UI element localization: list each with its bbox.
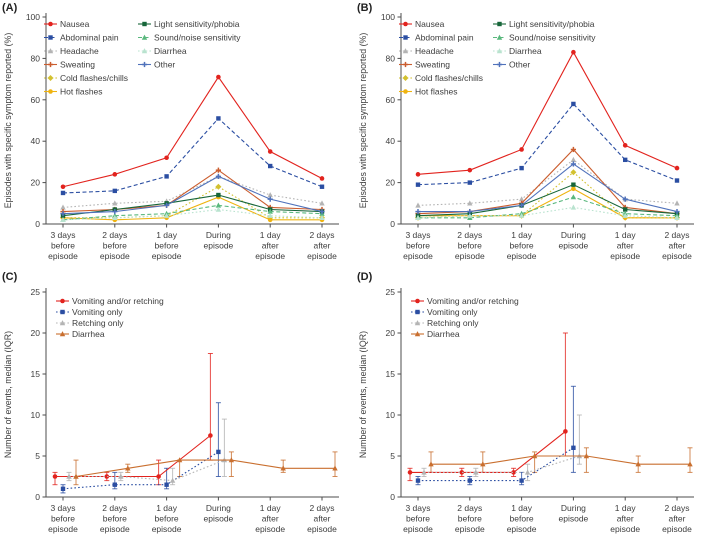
svg-text:Cold flashes/chills: Cold flashes/chills	[415, 73, 483, 83]
svg-text:Episodes with specific symptom: Episodes with specific symptom reported …	[358, 33, 368, 209]
panel-b: (B) 0 20 40 60 80 100 3 days before episode 2 day…	[355, 0, 709, 269]
svg-text:Abdominal pain: Abdominal pain	[415, 33, 474, 43]
panel-c-chart: 0 5 10 15 20 25 3 days before episode 2 days befor…	[3, 287, 339, 534]
svg-text:5: 5	[35, 451, 40, 461]
svg-text:0: 0	[390, 492, 395, 502]
svg-text:25: 25	[31, 287, 41, 297]
panel-c: (C) 0 5 10 15 20 25 3 days before episode 2 days b…	[0, 269, 355, 538]
svg-text:10: 10	[31, 410, 41, 420]
svg-text:Headache: Headache	[415, 46, 454, 56]
svg-text:60: 60	[31, 95, 41, 105]
svg-text:Retching only: Retching only	[427, 318, 479, 328]
svg-text:20: 20	[386, 328, 396, 338]
svg-text:Sweating: Sweating	[60, 60, 95, 70]
svg-text:Other: Other	[154, 60, 175, 70]
panel-a: (A) 0 20 40 60 80 100 3 days before episode 2 day…	[0, 0, 355, 269]
svg-text:Number of events, median (IQR): Number of events, median (IQR)	[3, 331, 13, 458]
svg-text:Diarrhea: Diarrhea	[427, 329, 460, 339]
svg-text:Nausea: Nausea	[60, 19, 90, 29]
panel-d: (D) 0 5 10 15 20 25 3 days before episode 2 days b…	[355, 269, 709, 538]
svg-text:Other: Other	[509, 60, 530, 70]
svg-text:Vomiting only: Vomiting only	[72, 307, 123, 317]
svg-text:80: 80	[386, 53, 396, 63]
panel-a-label: (A)	[2, 2, 18, 14]
panel-d-chart: 0 5 10 15 20 25 3 days before episode 2 days befor…	[358, 287, 694, 534]
svg-text:60: 60	[386, 95, 396, 105]
svg-text:Nausea: Nausea	[415, 19, 445, 29]
svg-text:0: 0	[35, 219, 40, 229]
svg-text:40: 40	[31, 136, 41, 146]
svg-text:Retching only: Retching only	[72, 318, 124, 328]
svg-text:0: 0	[35, 492, 40, 502]
panel-a-chart: 0 20 40 60 80 100 3 days before episode 2 days bef…	[3, 12, 339, 261]
svg-text:Hot flashes: Hot flashes	[60, 87, 103, 97]
svg-text:Cold flashes/chills: Cold flashes/chills	[60, 73, 128, 83]
svg-text:Vomiting and/or retching: Vomiting and/or retching	[427, 296, 519, 306]
svg-text:Vomiting only: Vomiting only	[427, 307, 478, 317]
svg-text:15: 15	[386, 369, 396, 379]
svg-text:10: 10	[386, 410, 396, 420]
svg-text:15: 15	[31, 369, 41, 379]
svg-text:Light sensitivity/phobia: Light sensitivity/phobia	[509, 19, 595, 29]
svg-text:Number of events, median (IQR): Number of events, median (IQR)	[358, 331, 368, 458]
svg-text:80: 80	[31, 53, 41, 63]
svg-text:Light sensitivity/phobia: Light sensitivity/phobia	[154, 19, 240, 29]
svg-text:40: 40	[386, 136, 396, 146]
svg-text:Vomiting and/or retching: Vomiting and/or retching	[72, 296, 164, 306]
svg-text:Hot flashes: Hot flashes	[415, 87, 458, 97]
svg-text:Diarrhea: Diarrhea	[72, 329, 105, 339]
svg-text:Episodes with specific symptom: Episodes with specific symptom reported …	[3, 33, 13, 209]
panel-c-label: (C)	[2, 271, 18, 283]
svg-text:Abdominal pain: Abdominal pain	[60, 33, 119, 43]
svg-text:Sound/noise sensitivity: Sound/noise sensitivity	[509, 33, 596, 43]
svg-text:100: 100	[26, 12, 40, 22]
svg-text:Sweating: Sweating	[415, 60, 450, 70]
svg-text:Headache: Headache	[60, 46, 99, 56]
svg-text:25: 25	[386, 287, 396, 297]
svg-text:100: 100	[381, 12, 395, 22]
svg-text:Diarrhea: Diarrhea	[154, 46, 187, 56]
svg-text:20: 20	[31, 328, 41, 338]
svg-text:0: 0	[390, 219, 395, 229]
panel-d-label: (D)	[357, 271, 373, 283]
svg-text:20: 20	[31, 178, 41, 188]
panel-b-chart: 0 20 40 60 80 100 3 days before episode 2 days bef…	[358, 12, 694, 261]
svg-text:5: 5	[390, 451, 395, 461]
panel-b-label: (B)	[357, 2, 373, 14]
svg-text:Sound/noise sensitivity: Sound/noise sensitivity	[154, 33, 241, 43]
svg-text:Diarrhea: Diarrhea	[509, 46, 542, 56]
svg-text:20: 20	[386, 178, 396, 188]
